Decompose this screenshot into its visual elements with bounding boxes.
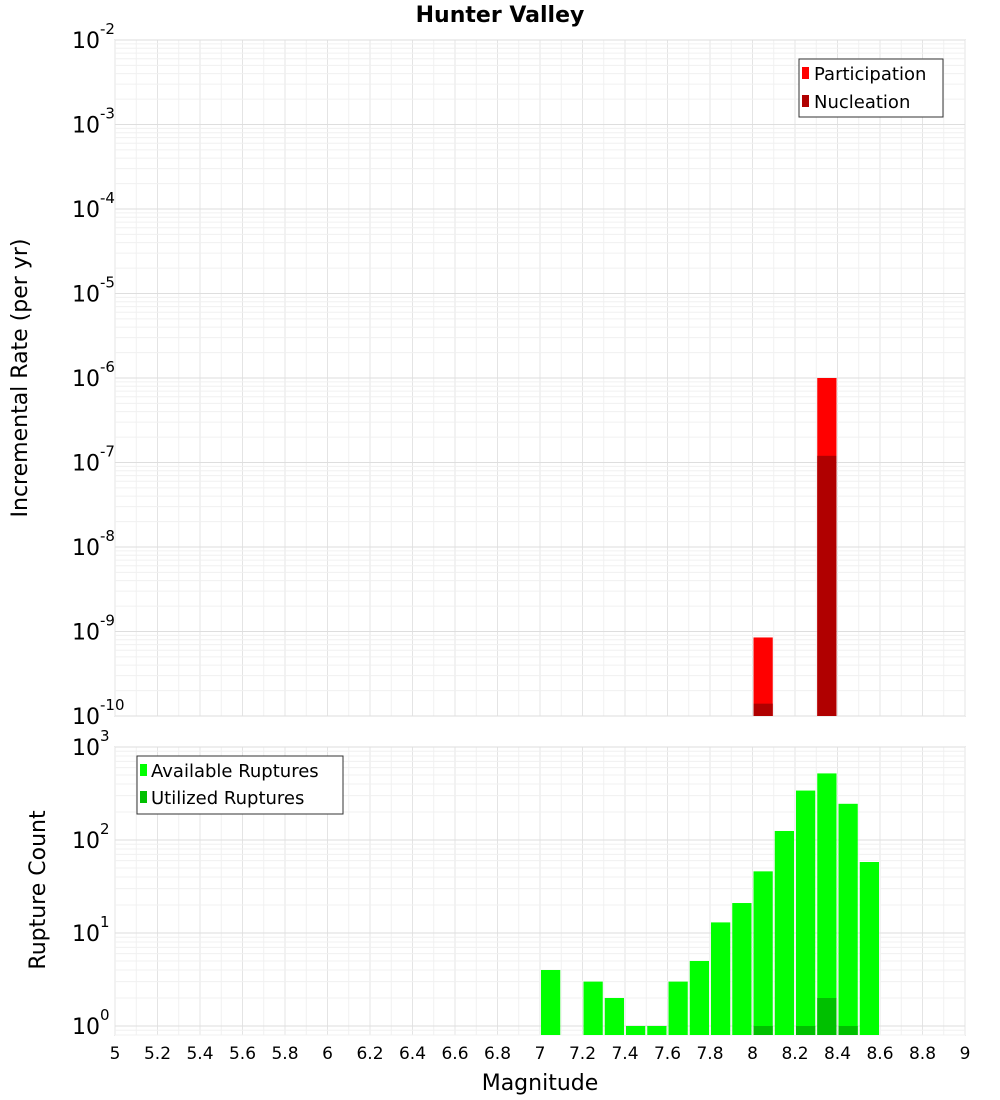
- utilized-ruptures-bar: [796, 1025, 816, 1035]
- magnitude-tick-label: 7.4: [611, 1044, 638, 1064]
- available-ruptures-bar: [732, 903, 752, 1035]
- magnitude-tick-label: 8.2: [781, 1044, 808, 1064]
- participation-legend-label: Participation: [814, 64, 926, 85]
- utilized-ruptures-bar: [817, 997, 837, 1035]
- magnitude-tick-label: 6.6: [441, 1044, 468, 1064]
- available-ruptures-bar: [689, 960, 709, 1035]
- magnitude-x-axis-label: Magnitude: [482, 1071, 599, 1096]
- participation-bar: [753, 637, 773, 716]
- utilized-ruptures-bar: [838, 1025, 858, 1035]
- available-ruptures-bar: [859, 861, 879, 1035]
- available-ruptures-legend-label: Available Ruptures: [151, 761, 319, 782]
- magnitude-tick-label: 7: [535, 1044, 546, 1064]
- magnitude-tick-label: 5: [110, 1044, 121, 1064]
- available-ruptures-bar: [711, 922, 731, 1035]
- magnitude-tick-label: 5.8: [271, 1044, 298, 1064]
- available-ruptures-bar: [774, 830, 794, 1035]
- available-ruptures-bar: [817, 773, 837, 1035]
- rupture-count-bars: [541, 773, 879, 1035]
- rupture-count-y-tick-label: 102: [72, 820, 110, 854]
- available-ruptures-bar: [626, 1025, 646, 1035]
- magnitude-tick-label: 7.2: [569, 1044, 596, 1064]
- rate-gridlines: [114, 39, 966, 717]
- nucleation-legend-swatch: [802, 95, 809, 107]
- rate-y-axis-label: Incremental Rate (per yr): [8, 239, 33, 518]
- rate-panel: 10-2 10-3 10-4 10-5 10-6 10-7 10-8 10-9 10-10 In…: [8, 20, 966, 730]
- chart-title: Hunter Valley: [416, 3, 585, 28]
- magnitude-tick-label: 6.2: [356, 1044, 383, 1064]
- rate-y-tick-label: 10-6: [72, 358, 115, 392]
- utilized-ruptures-legend-label: Utilized Ruptures: [151, 788, 304, 809]
- magnitude-tick-label: 6.4: [399, 1044, 426, 1064]
- magnitude-tick-label: 8.8: [909, 1044, 936, 1064]
- magnitude-tick-label: 7.8: [696, 1044, 723, 1064]
- rate-legend: Participation Nucleation: [798, 58, 944, 118]
- available-ruptures-bar: [753, 871, 773, 1035]
- rupture-count-y-tick-label: 103: [72, 727, 110, 761]
- participation-legend-swatch: [802, 67, 809, 79]
- rate-y-tick-label: 10-10: [72, 696, 125, 730]
- magnitude-tick-label: 8.6: [866, 1044, 893, 1064]
- magnitude-tick-label: 6.8: [484, 1044, 511, 1064]
- rupture-count-y-tick-label: 101: [72, 913, 110, 947]
- utilized-ruptures-legend-swatch: [140, 791, 147, 803]
- available-ruptures-bar: [796, 790, 816, 1035]
- magnitude-tick-label: 8.4: [824, 1044, 851, 1064]
- rate-y-tick-label: 10-8: [72, 527, 115, 561]
- available-ruptures-bar: [541, 969, 561, 1035]
- available-ruptures-bar: [583, 981, 603, 1035]
- rate-y-tick-label: 10-9: [72, 612, 115, 646]
- available-ruptures-bar: [647, 1025, 667, 1035]
- magnitude-tick-label: 7.6: [654, 1044, 681, 1064]
- nucleation-bar: [817, 455, 837, 716]
- rate-bars: [753, 378, 837, 716]
- utilized-ruptures-bar: [753, 1025, 773, 1035]
- rate-y-tick-label: 10-7: [72, 443, 115, 477]
- rupture-count-y-tick-label: 100: [72, 1006, 110, 1040]
- available-ruptures-legend-swatch: [140, 764, 147, 776]
- rate-y-tick-label: 10-2: [72, 20, 115, 54]
- rate-legend-box: [798, 58, 944, 118]
- magnitude-tick-label: 5.6: [229, 1044, 256, 1064]
- magnitude-tick-label: 8: [747, 1044, 758, 1064]
- magnitude-tick-label: 5.4: [186, 1044, 213, 1064]
- rupture-count-panel: 103 102 101 100 5 5.2 5.4 5.6 5.8 6 6.2 6.4 6.6 6.8 7…: [26, 727, 970, 1096]
- rate-y-tick-label: 10-4: [72, 189, 115, 223]
- rupture-count-y-tick-labels: 103 102 101 100: [72, 727, 110, 1040]
- available-ruptures-bar: [604, 997, 624, 1035]
- available-ruptures-bar: [838, 803, 858, 1035]
- rate-y-tick-label: 10-3: [72, 105, 115, 139]
- rupture-count-y-axis-label: Rupture Count: [26, 810, 51, 970]
- rupture-legend: Available Ruptures Utilized Ruptures: [136, 755, 344, 815]
- rupture-legend-box: [136, 755, 344, 815]
- available-ruptures-bar: [668, 981, 688, 1035]
- rate-y-tick-label: 10-5: [72, 274, 115, 308]
- magnitude-tick-labels: 5 5.2 5.4 5.6 5.8 6 6.2 6.4 6.6 6.8 7 7.2 7.4 7.6 7.8 8…: [110, 1044, 971, 1064]
- nucleation-bar: [753, 703, 773, 716]
- nucleation-legend-label: Nucleation: [814, 92, 910, 113]
- rate-y-tick-labels: 10-2 10-3 10-4 10-5 10-6 10-7 10-8 10-9 10-10: [72, 20, 125, 730]
- magnitude-tick-label: 6: [322, 1044, 333, 1064]
- magnitude-tick-label: 5.2: [144, 1044, 171, 1064]
- magnitude-tick-label: 9: [960, 1044, 971, 1064]
